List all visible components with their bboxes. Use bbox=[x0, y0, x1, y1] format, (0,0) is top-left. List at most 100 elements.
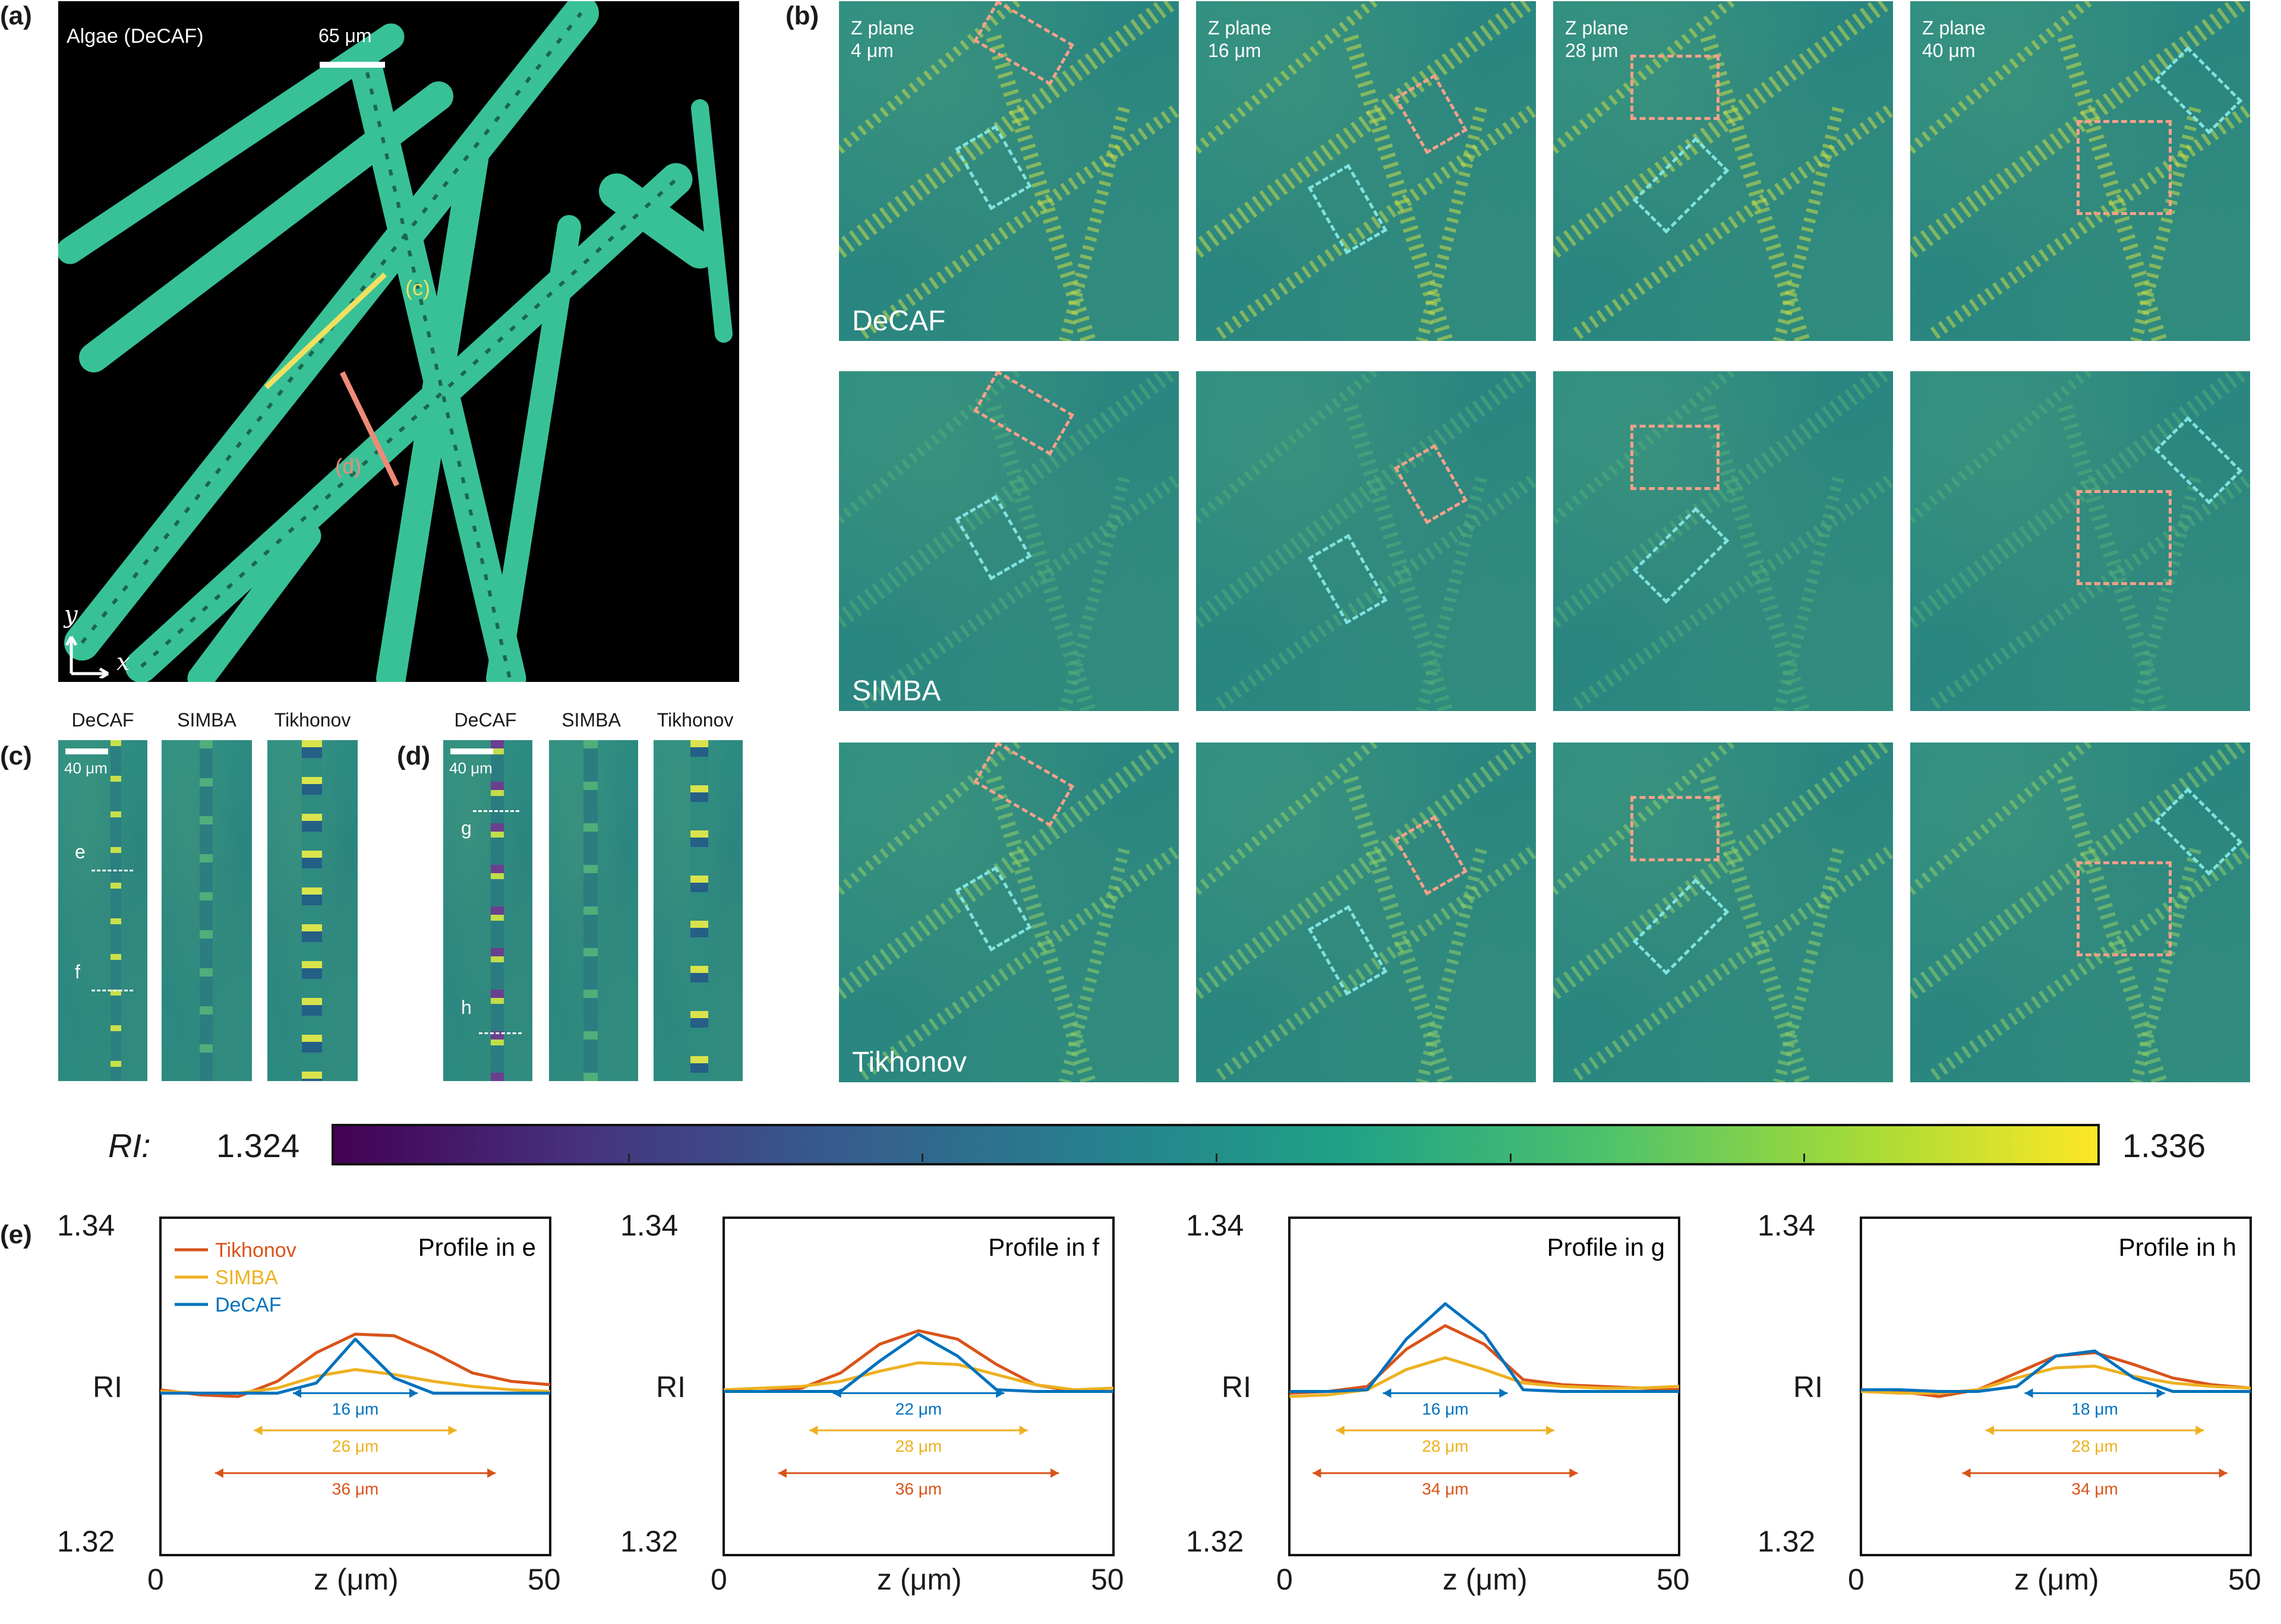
arrow-head bbox=[1985, 1426, 1994, 1435]
z-plane-depth: 4 μm bbox=[851, 40, 894, 61]
algae-image: Algae (DeCAF) 65 μm (c) (d) y x bbox=[58, 1, 739, 682]
colorbar-tick bbox=[627, 1154, 630, 1162]
roi-box-pink bbox=[2077, 490, 2172, 585]
plot-frame bbox=[159, 1217, 551, 1556]
y-tick-min: 1.32 bbox=[1758, 1525, 1816, 1558]
arrow-head bbox=[214, 1468, 223, 1478]
roi-box-pink bbox=[2077, 861, 2172, 956]
z-plane-title: Z plane bbox=[851, 17, 914, 39]
arrow-head bbox=[254, 1426, 263, 1435]
profile-plot-area: 18 μm 28 μm 34 μm Profile in h bbox=[1860, 1217, 2252, 1556]
width-annotation: 16 μm bbox=[1422, 1399, 1468, 1418]
arrow-head bbox=[2219, 1468, 2228, 1478]
series-line-tikhonov bbox=[160, 1332, 551, 1398]
panel-c-header-tikhonov: Tikhonov bbox=[274, 709, 351, 731]
panel-a-title: Algae (DeCAF) bbox=[67, 25, 204, 48]
colorbar-label: RI: bbox=[108, 1127, 151, 1164]
colorbar-tick bbox=[922, 1154, 924, 1162]
recon-image-decaf-z3: Z plane 28 μm bbox=[1553, 1, 1893, 341]
panel-d-decaf-image: 40 μm g h bbox=[443, 740, 532, 1081]
width-annotation: 28 μm bbox=[895, 1437, 942, 1455]
roi-box-pink bbox=[1630, 55, 1720, 120]
axis-y-label: y bbox=[64, 601, 78, 628]
recon-image-tikhonov-z4 bbox=[1910, 743, 2250, 1082]
width-annotation: 18 μm bbox=[2071, 1399, 2118, 1418]
panel-d-scale-bar bbox=[450, 748, 493, 754]
mark-g: g bbox=[461, 817, 472, 839]
panel-a-scale-bar bbox=[320, 62, 385, 68]
width-annotation: 26 μm bbox=[332, 1437, 378, 1455]
x-tick-max: 50 bbox=[528, 1563, 561, 1596]
arrow-head bbox=[1569, 1468, 1578, 1478]
series-line-simba bbox=[723, 1361, 1114, 1392]
z-plane-label: Z plane 40 μm bbox=[1922, 17, 1986, 62]
recon-streaks bbox=[839, 743, 1179, 1082]
arrow-head bbox=[448, 1426, 457, 1435]
arrow-head bbox=[1962, 1468, 1971, 1478]
legend-label: DeCAF bbox=[215, 1294, 281, 1316]
arrow-head bbox=[1499, 1388, 1508, 1398]
width-annotation: 22 μm bbox=[895, 1399, 942, 1418]
recon-image-tikhonov-z1: Tikhonov bbox=[839, 743, 1179, 1082]
panel-a-scale-label: 65 μm bbox=[318, 25, 372, 46]
panel-label-e: (e) bbox=[0, 1220, 32, 1249]
panel-c-tikhonov-image bbox=[267, 740, 358, 1081]
recon-image-simba-z1: SIMBA bbox=[839, 371, 1179, 711]
arrow-head bbox=[2156, 1388, 2165, 1398]
x-axis-label: z (μm) bbox=[2014, 1563, 2099, 1596]
axis-x-label: x bbox=[116, 649, 130, 676]
y-tick-max: 1.34 bbox=[1758, 1209, 1816, 1242]
recon-streaks bbox=[1553, 743, 1893, 1082]
arrow-head bbox=[809, 1426, 818, 1435]
x-tick-min: 0 bbox=[147, 1563, 164, 1596]
line-c-marker bbox=[264, 272, 387, 390]
z-plane-depth: 28 μm bbox=[1565, 40, 1619, 61]
recon-image-simba-z2 bbox=[1196, 371, 1536, 711]
mark-h: h bbox=[461, 997, 472, 1018]
panel-c-scale-label: 40 μm bbox=[64, 759, 108, 777]
panel-c-decaf-image: 40 μm e f bbox=[58, 740, 147, 1081]
panel-label-c: (c) bbox=[0, 741, 32, 770]
width-annotation: 16 μm bbox=[332, 1399, 378, 1418]
arrow-head bbox=[832, 1388, 841, 1398]
x-axis-label: z (μm) bbox=[1443, 1563, 1528, 1596]
x-axis-label: z (μm) bbox=[314, 1563, 399, 1596]
arrow-head bbox=[1546, 1426, 1555, 1435]
method-row-label: DeCAF bbox=[852, 305, 946, 337]
chart-title: Profile in h bbox=[2119, 1233, 2236, 1261]
z-plane-title: Z plane bbox=[1922, 17, 1986, 39]
recon-streaks bbox=[839, 1, 1179, 341]
width-annotation: 36 μm bbox=[895, 1480, 942, 1498]
arrow-head bbox=[1019, 1426, 1028, 1435]
colorbar-min: 1.324 bbox=[216, 1127, 300, 1164]
recon-streaks bbox=[1196, 743, 1536, 1082]
panel-c-header-simba: SIMBA bbox=[177, 709, 236, 731]
z-plane-label: Z plane 28 μm bbox=[1565, 17, 1629, 62]
panel-d-header-simba: SIMBA bbox=[561, 709, 621, 731]
roi-box-pink bbox=[1630, 796, 1720, 861]
z-plane-label: Z plane 4 μm bbox=[851, 17, 914, 62]
z-plane-title: Z plane bbox=[1565, 17, 1629, 39]
plot-frame bbox=[723, 1217, 1115, 1556]
x-tick-min: 0 bbox=[1276, 1563, 1293, 1596]
colorbar-tick bbox=[1509, 1154, 1512, 1162]
chart-title: Profile in g bbox=[1547, 1233, 1665, 1261]
line-d-label: (d) bbox=[335, 454, 361, 478]
y-axis-label: RI bbox=[656, 1370, 686, 1404]
y-tick-min: 1.32 bbox=[57, 1525, 115, 1558]
legend-label: Tikhonov bbox=[215, 1239, 296, 1262]
panel-c-scale-bar bbox=[65, 748, 108, 754]
colorbar-tick bbox=[1803, 1154, 1806, 1162]
series-line-decaf bbox=[160, 1337, 550, 1395]
recon-image-decaf-z4: Z plane 40 μm bbox=[1910, 1, 2250, 341]
recon-image-decaf-z2: Z plane 16 μm bbox=[1196, 1, 1536, 341]
panel-label-d: (d) bbox=[397, 741, 431, 770]
arrow-head bbox=[778, 1468, 787, 1478]
z-plane-title: Z plane bbox=[1208, 17, 1272, 39]
recon-streaks bbox=[1910, 743, 2250, 1082]
recon-streaks bbox=[1910, 1, 2250, 341]
y-axis-label: RI bbox=[93, 1370, 122, 1404]
recon-streaks bbox=[1553, 371, 1893, 711]
profile-plot-area: 16 μm 28 μm 34 μm Profile in g bbox=[1288, 1217, 1680, 1556]
panel-label-a: (a) bbox=[0, 1, 32, 30]
